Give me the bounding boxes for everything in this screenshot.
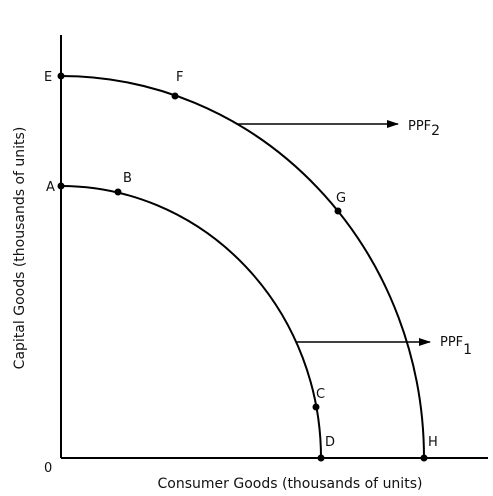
curve-label: PPF1 bbox=[440, 335, 472, 358]
origin-label: 0 bbox=[44, 461, 52, 476]
y-axis-label: Capital Goods (thousands of units) bbox=[12, 127, 28, 370]
ppf2-curve bbox=[60, 75, 425, 459]
curve-subscript: 1 bbox=[463, 342, 472, 358]
x-axis-label: Consumer Goods (thousands of units) bbox=[158, 476, 423, 492]
point-f bbox=[171, 92, 179, 100]
point-label: G bbox=[336, 191, 346, 206]
ppf1-curve bbox=[60, 185, 322, 459]
point-label: A bbox=[46, 180, 55, 195]
point-b bbox=[114, 188, 122, 196]
point-h bbox=[420, 454, 428, 462]
point-label: E bbox=[44, 70, 52, 85]
point-a bbox=[57, 182, 65, 190]
point-label: D bbox=[325, 435, 335, 450]
point-g bbox=[334, 207, 342, 215]
curve-subscript: 2 bbox=[431, 123, 440, 139]
point-label: H bbox=[428, 435, 438, 450]
points bbox=[57, 72, 428, 462]
curve-name: PPF bbox=[440, 335, 463, 350]
point-label: F bbox=[176, 70, 183, 85]
curve-label: PPF2 bbox=[408, 119, 440, 139]
point-label: C bbox=[316, 387, 325, 402]
point-c bbox=[312, 403, 320, 411]
point-label: B bbox=[123, 171, 132, 186]
point-d bbox=[317, 454, 325, 462]
curve-name: PPF bbox=[408, 119, 431, 134]
point-e bbox=[57, 72, 65, 80]
